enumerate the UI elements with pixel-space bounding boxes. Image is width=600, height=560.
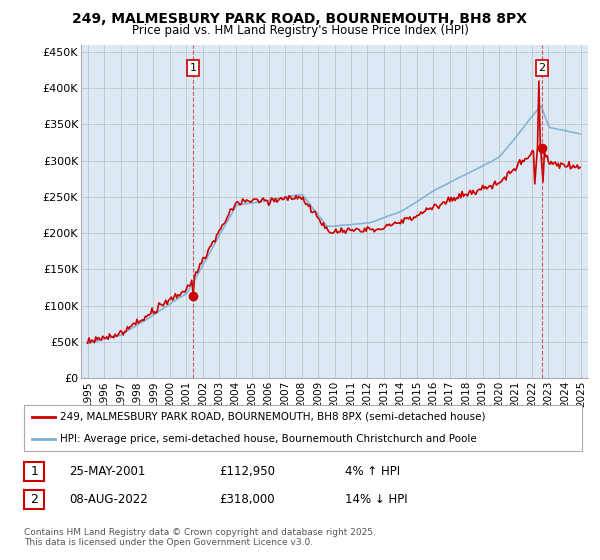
- Text: £112,950: £112,950: [219, 465, 275, 478]
- Text: 1: 1: [30, 465, 38, 478]
- Text: 1: 1: [190, 63, 196, 73]
- Text: 249, MALMESBURY PARK ROAD, BOURNEMOUTH, BH8 8PX (semi-detached house): 249, MALMESBURY PARK ROAD, BOURNEMOUTH, …: [60, 412, 486, 422]
- Text: 4% ↑ HPI: 4% ↑ HPI: [345, 465, 400, 478]
- Text: HPI: Average price, semi-detached house, Bournemouth Christchurch and Poole: HPI: Average price, semi-detached house,…: [60, 434, 477, 444]
- Text: Price paid vs. HM Land Registry's House Price Index (HPI): Price paid vs. HM Land Registry's House …: [131, 24, 469, 37]
- Text: £318,000: £318,000: [219, 493, 275, 506]
- Text: 08-AUG-2022: 08-AUG-2022: [69, 493, 148, 506]
- Text: 2: 2: [538, 63, 545, 73]
- Text: Contains HM Land Registry data © Crown copyright and database right 2025.
This d: Contains HM Land Registry data © Crown c…: [24, 528, 376, 547]
- Text: 249, MALMESBURY PARK ROAD, BOURNEMOUTH, BH8 8PX: 249, MALMESBURY PARK ROAD, BOURNEMOUTH, …: [73, 12, 527, 26]
- Text: 14% ↓ HPI: 14% ↓ HPI: [345, 493, 407, 506]
- Text: 25-MAY-2001: 25-MAY-2001: [69, 465, 145, 478]
- Text: 2: 2: [30, 493, 38, 506]
